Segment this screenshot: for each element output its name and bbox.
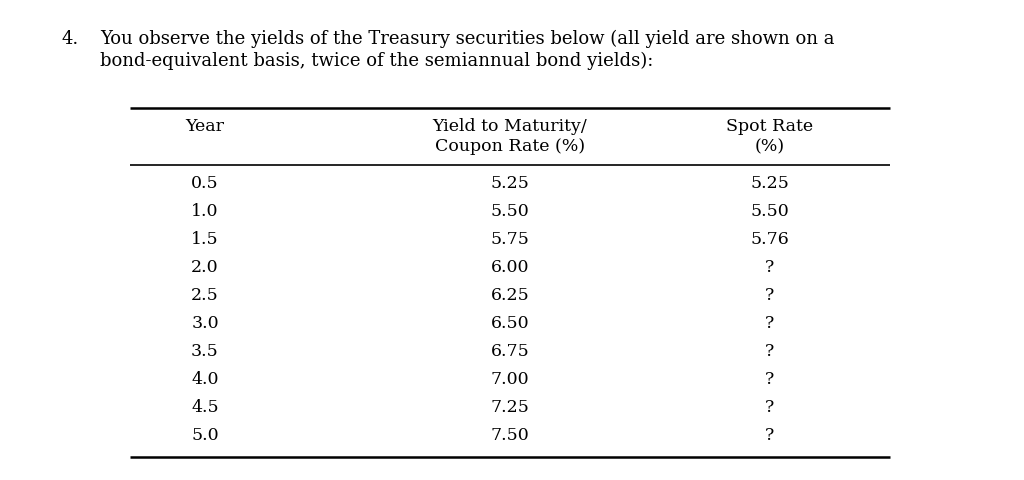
Text: Coupon Rate (%): Coupon Rate (%) [435, 138, 585, 155]
Text: ?: ? [765, 259, 774, 276]
Text: Year: Year [185, 118, 224, 135]
Text: 5.50: 5.50 [751, 203, 790, 220]
Text: (%): (%) [755, 138, 785, 155]
Text: 2.0: 2.0 [191, 259, 219, 276]
Text: 1.0: 1.0 [191, 203, 219, 220]
Text: 5.25: 5.25 [751, 175, 790, 192]
Text: Yield to Maturity/: Yield to Maturity/ [432, 118, 588, 135]
Text: 5.50: 5.50 [490, 203, 529, 220]
Text: You observe the yields of the Treasury securities below (all yield are shown on : You observe the yields of the Treasury s… [100, 30, 835, 48]
Text: 3.0: 3.0 [191, 315, 219, 332]
Text: 5.25: 5.25 [490, 175, 529, 192]
Text: 7.50: 7.50 [490, 427, 529, 444]
Text: 4.: 4. [62, 30, 79, 48]
Text: 6.50: 6.50 [490, 315, 529, 332]
Text: 5.76: 5.76 [751, 231, 790, 248]
Text: 1.5: 1.5 [191, 231, 219, 248]
Text: 7.00: 7.00 [490, 371, 529, 388]
Text: ?: ? [765, 343, 774, 360]
Text: ?: ? [765, 315, 774, 332]
Text: 3.5: 3.5 [191, 343, 219, 360]
Text: 6.75: 6.75 [490, 343, 529, 360]
Text: bond-equivalent basis, twice of the semiannual bond yields):: bond-equivalent basis, twice of the semi… [100, 52, 653, 70]
Text: Spot Rate: Spot Rate [726, 118, 813, 135]
Text: 2.5: 2.5 [191, 287, 219, 304]
Text: 0.5: 0.5 [191, 175, 219, 192]
Text: 4.5: 4.5 [191, 399, 219, 416]
Text: 6.25: 6.25 [490, 287, 529, 304]
Text: ?: ? [765, 287, 774, 304]
Text: 7.25: 7.25 [490, 399, 529, 416]
Text: 5.75: 5.75 [490, 231, 529, 248]
Text: ?: ? [765, 427, 774, 444]
Text: ?: ? [765, 371, 774, 388]
Text: 5.0: 5.0 [191, 427, 219, 444]
Text: 6.00: 6.00 [490, 259, 529, 276]
Text: ?: ? [765, 399, 774, 416]
Text: 4.0: 4.0 [191, 371, 219, 388]
